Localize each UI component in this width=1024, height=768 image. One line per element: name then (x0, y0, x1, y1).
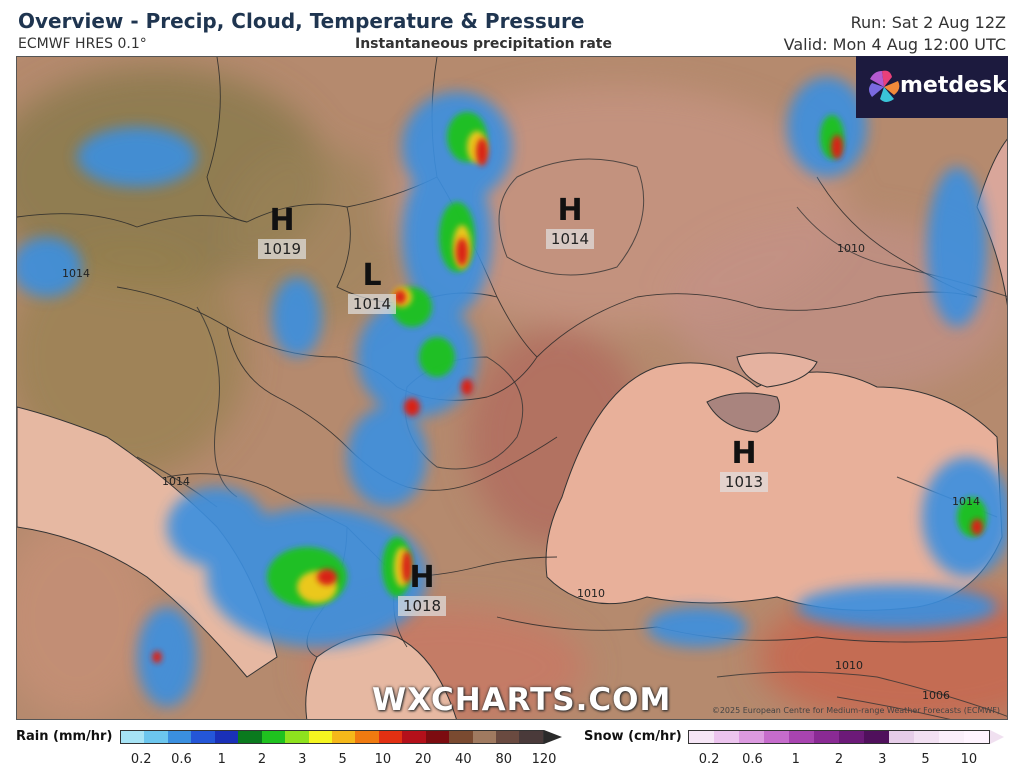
legend-tick-label: 10 (960, 752, 978, 767)
header: Overview - Precip, Cloud, Temperature & … (0, 0, 1024, 56)
isobars (136, 158, 1007, 719)
pressure-letter: H (557, 193, 583, 228)
legend-color-swatch (814, 731, 839, 743)
snow-bar-arrow (990, 730, 1004, 744)
rain-bar-arrow (544, 730, 562, 744)
snow-ticks: 0.2 0.6 1 2 3 5 10 (688, 752, 990, 768)
legend-tick-label: 3 (878, 752, 887, 767)
isobar-label: 1014 (62, 267, 90, 280)
valid-time: Valid: Mon 4 Aug 12:00 UTC (783, 35, 1006, 54)
pressure-low: L 1014 (342, 260, 402, 314)
snow-legend-label: Snow (cm/hr) (584, 729, 682, 744)
legend-tick-label: 3 (298, 752, 307, 767)
legend-color-swatch (261, 731, 286, 743)
legend-color-swatch (839, 731, 864, 743)
rain-color-bar (120, 730, 544, 744)
pressure-value: 1013 (719, 472, 769, 492)
legend-color-swatch (378, 731, 403, 743)
caspian-sea (976, 138, 1007, 306)
legend-color-swatch (285, 731, 309, 743)
metdesk-logo: metdesk (856, 56, 1008, 118)
pressure-high: H 1018 (392, 562, 452, 616)
run-time: Run: Sat 2 Aug 12Z (850, 13, 1006, 32)
metdesk-logo-text: metdesk (900, 73, 1007, 98)
legend-tick-label: 0.2 (130, 752, 152, 767)
watermark: WXCHARTS.COM (372, 682, 672, 718)
isobar-label: 1014 (162, 475, 190, 488)
variable-name: Instantaneous precipitation rate (355, 36, 612, 52)
legend-color-swatch (425, 731, 450, 743)
model-name: ECMWF HRES 0.1° (18, 36, 147, 52)
legend-color-swatch (939, 731, 964, 743)
pressure-value: 1019 (257, 239, 307, 259)
legend-tick-label: 10 (374, 752, 392, 767)
rain-legend-label: Rain (mm/hr) (16, 729, 113, 744)
legend-color-swatch (308, 731, 332, 743)
isobar-labels: 1010 1010 1006 1014 1014 1014 1010 (62, 242, 980, 702)
legend-color-swatch (964, 731, 989, 743)
legend-tick-label: 2 (257, 752, 267, 767)
pressure-value: 1018 (397, 596, 447, 616)
isobar-label: 1010 (837, 242, 865, 255)
precipitation-cells (17, 77, 1007, 707)
copyright-notice: ©2025 European Centre for Medium-range W… (711, 706, 1000, 715)
legend-tick-label: 20 (414, 752, 432, 767)
legend-tick-label: 1 (791, 752, 800, 767)
legend-color-swatch (449, 731, 473, 743)
pressure-value: 1014 (545, 229, 595, 249)
legend-color-swatch (355, 731, 379, 743)
pressure-value: 1014 (347, 294, 397, 314)
isobar-label: 1010 (835, 659, 863, 672)
isobar-label: 1006 (922, 689, 950, 702)
weather-map[interactable]: 1010 1010 1006 1014 1014 1014 1010 (16, 56, 1008, 720)
legend-color-swatch (496, 731, 520, 743)
legend-color-swatch (914, 731, 939, 743)
pressure-letter: L (362, 258, 382, 293)
pressure-high: H 1019 (252, 205, 312, 259)
snow-color-bar (688, 730, 990, 744)
legend-tick-label: 80 (495, 752, 512, 767)
legend-tick-label: 40 (455, 752, 472, 767)
pressure-letter: H (409, 560, 435, 595)
legend-color-swatch (238, 731, 262, 743)
chart-title: Overview - Precip, Cloud, Temperature & … (18, 9, 585, 33)
legend-color-swatch (689, 731, 714, 743)
legend-tick-label: 120 (531, 752, 557, 767)
legend-color-swatch (714, 731, 739, 743)
crimea (706, 392, 780, 433)
sea-of-azov (736, 352, 818, 388)
isobar-label: 1010 (577, 587, 605, 600)
pressure-high: H 1014 (540, 195, 600, 249)
legend-tick-label: 5 (921, 752, 930, 767)
pressure-letter: H (731, 436, 757, 471)
legend-tick-label: 0.6 (742, 752, 763, 767)
pressure-high: H 1013 (714, 438, 774, 492)
legend-tick-label: 0.2 (698, 752, 720, 767)
isobar-label: 1014 (952, 495, 980, 508)
legend-color-swatch (519, 731, 543, 743)
rain-ticks: 0.2 0.6 1 2 3 5 10 20 40 80 120 (120, 752, 557, 768)
legend: Rain (mm/hr) 0.2 0.6 1 2 3 5 10 20 40 80 120 Snow … (0, 722, 1024, 768)
legend-tick-label: 5 (338, 752, 347, 767)
legend-color-swatch (764, 731, 789, 743)
legend-color-swatch (864, 731, 889, 743)
legend-color-swatch (144, 731, 168, 743)
legend-tick-label: 2 (834, 752, 844, 767)
pressure-letter: H (269, 203, 295, 238)
legend-color-swatch (889, 731, 914, 743)
legend-color-swatch (739, 731, 764, 743)
legend-color-swatch (191, 731, 215, 743)
map-canvas: 1010 1010 1006 1014 1014 1014 1010 (17, 57, 1007, 719)
legend-color-swatch (331, 731, 356, 743)
legend-color-swatch (472, 731, 496, 743)
legend-tick-label: 0.6 (171, 752, 192, 767)
legend-color-swatch (214, 731, 239, 743)
legend-color-swatch (121, 731, 145, 743)
legend-color-swatch (167, 731, 192, 743)
metdesk-pinwheel-icon (869, 70, 900, 102)
legend-color-swatch (402, 731, 426, 743)
legend-color-swatch (789, 731, 814, 743)
legend-tick-label: 1 (217, 752, 226, 767)
